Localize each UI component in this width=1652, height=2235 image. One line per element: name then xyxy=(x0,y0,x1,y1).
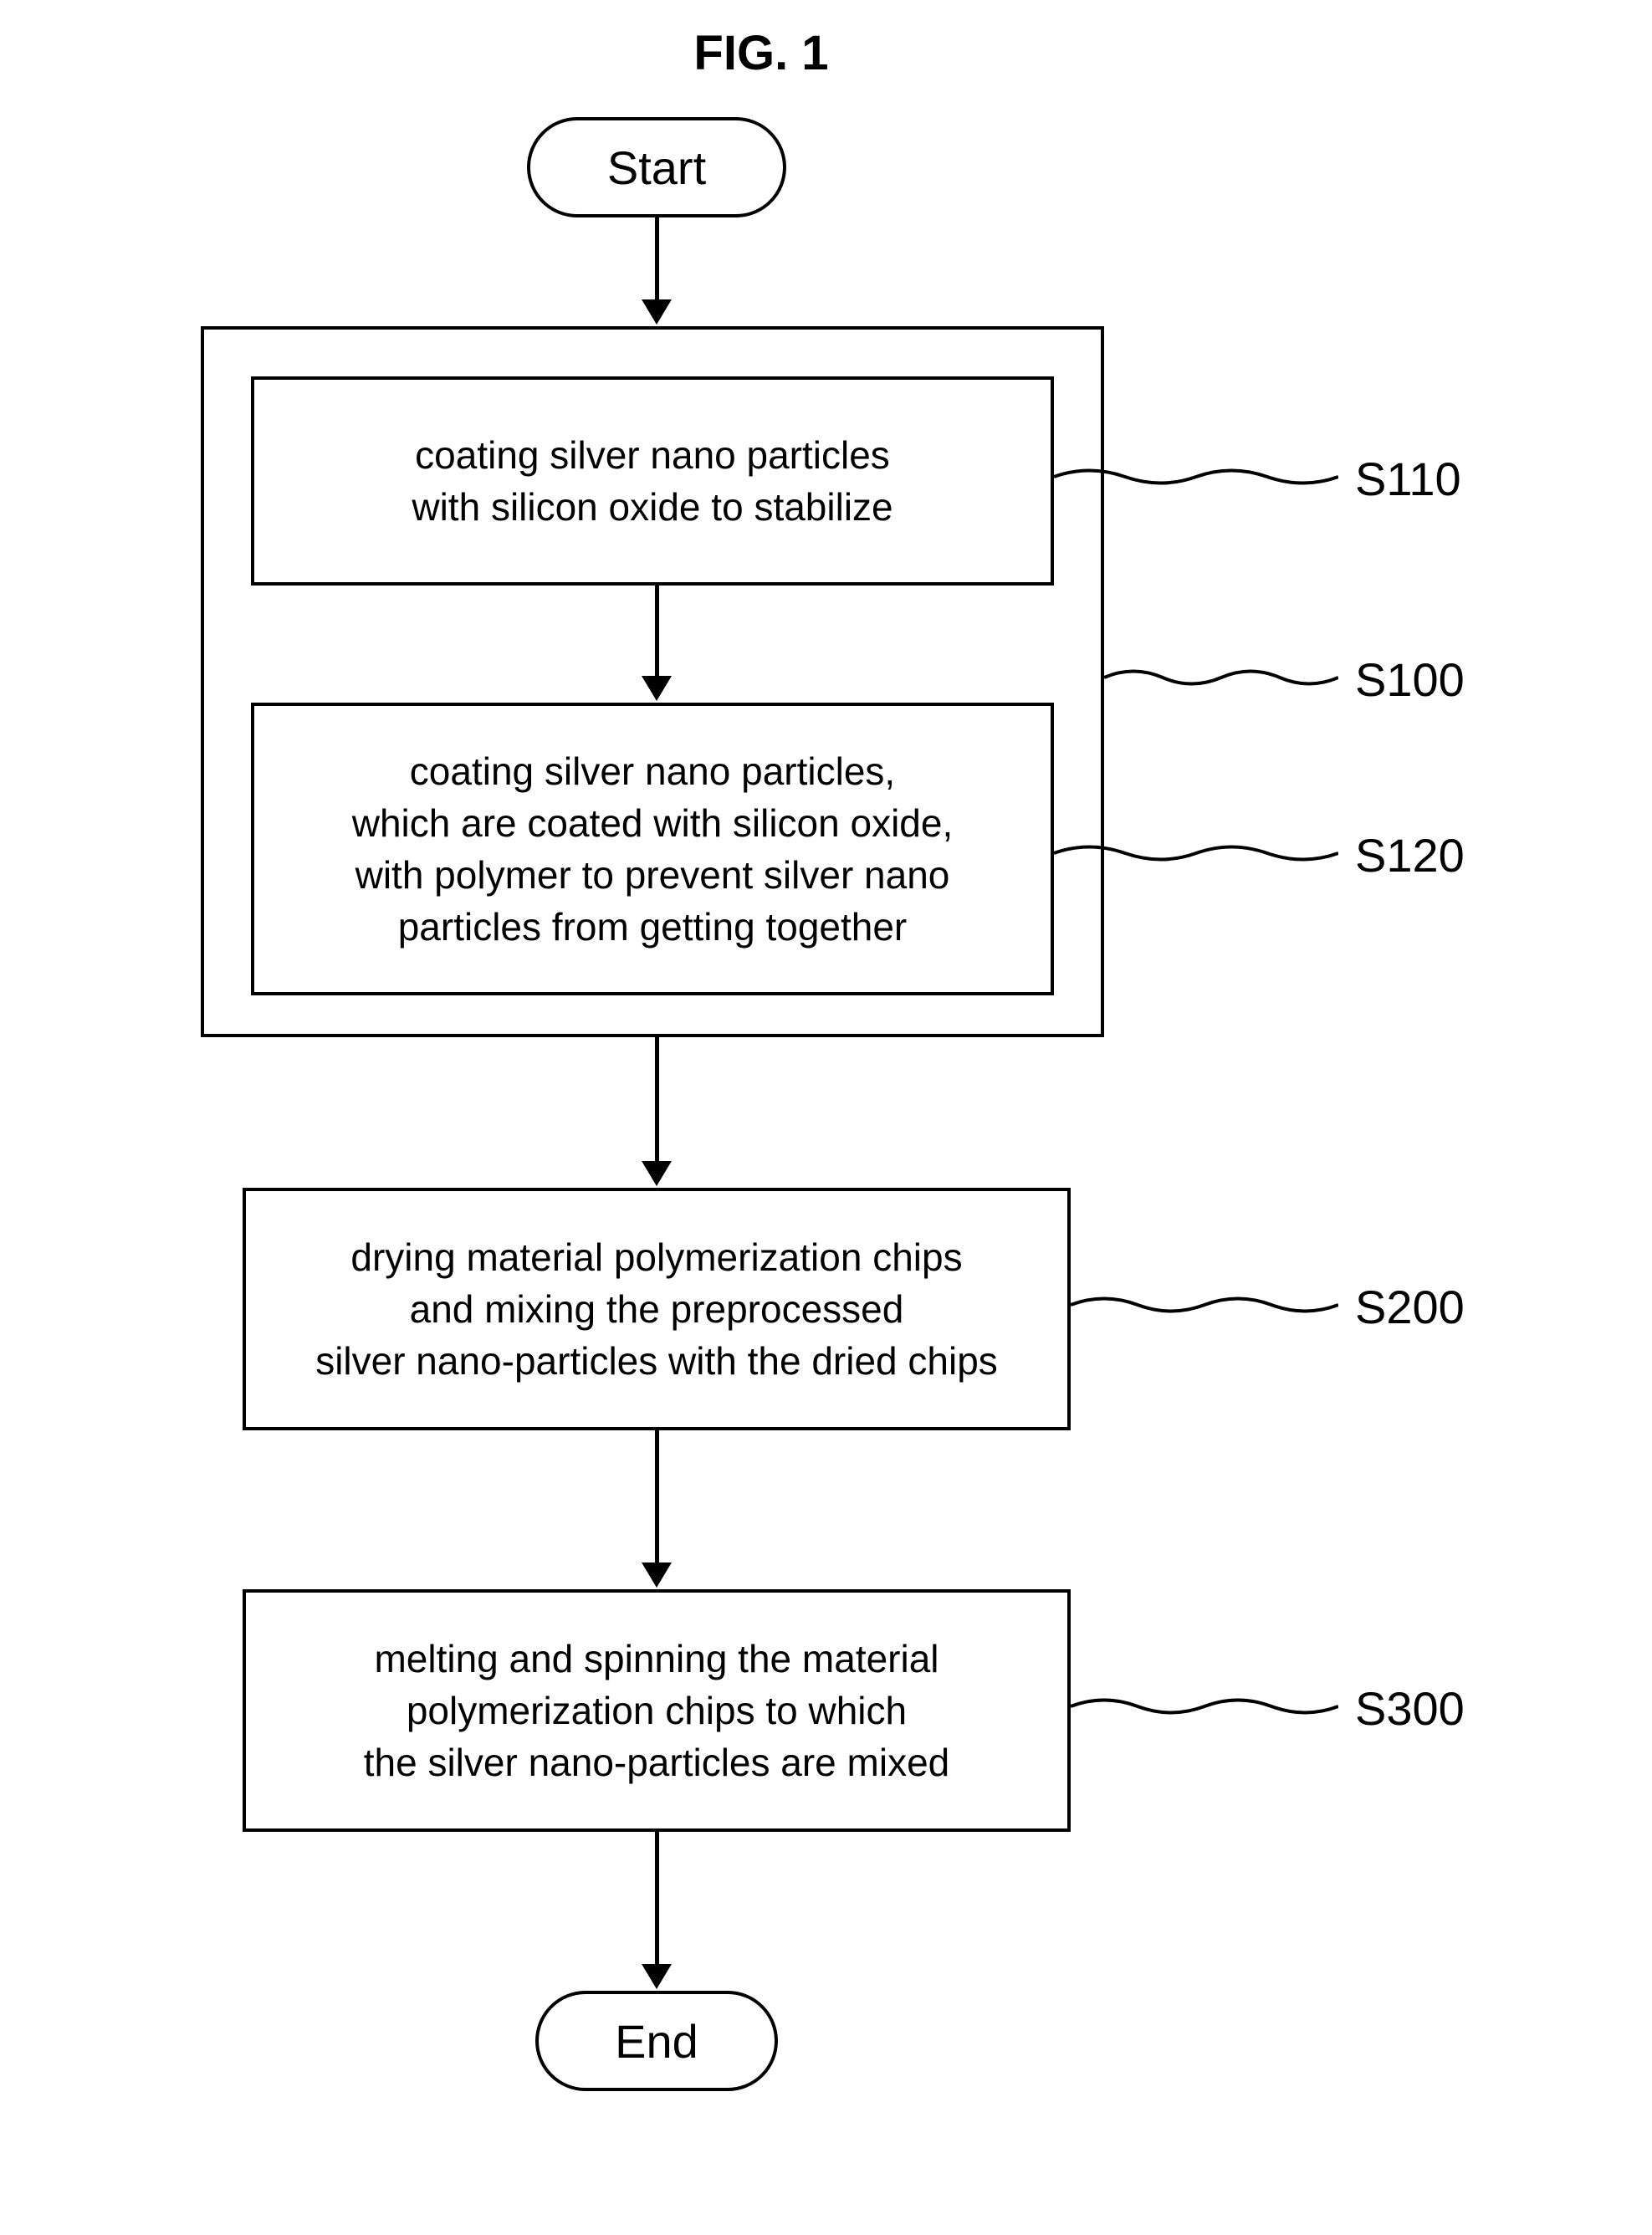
process-s200-text: drying material polymerization chips and… xyxy=(315,1231,998,1387)
process-s300: melting and spinning the material polyme… xyxy=(243,1589,1071,1832)
arrow-start-s100-line xyxy=(655,217,659,301)
leader-s200 xyxy=(1071,1292,1338,1317)
arrow-s110-s120-head xyxy=(642,676,672,701)
arrow-s200-s300-line xyxy=(655,1430,659,1564)
figure-title: FIG. 1 xyxy=(636,25,887,81)
process-s200: drying material polymerization chips and… xyxy=(243,1188,1071,1430)
arrow-s200-s300-head xyxy=(642,1562,672,1588)
process-s300-text: melting and spinning the material polyme… xyxy=(364,1633,950,1788)
label-s110: S110 xyxy=(1355,452,1461,506)
process-s120: coating silver nano particles, which are… xyxy=(251,703,1054,995)
leader-s120 xyxy=(1054,841,1338,866)
leader-s300 xyxy=(1071,1694,1338,1719)
start-terminal: Start xyxy=(527,117,786,217)
start-label: Start xyxy=(607,141,706,195)
leader-s100 xyxy=(1104,665,1338,690)
label-s300: S300 xyxy=(1355,1681,1465,1736)
label-s200: S200 xyxy=(1355,1280,1465,1334)
end-terminal: End xyxy=(535,1991,778,2091)
arrow-s300-end-head xyxy=(642,1964,672,1989)
label-s100: S100 xyxy=(1355,652,1465,707)
end-label: End xyxy=(615,2014,698,2069)
process-s120-text: coating silver nano particles, which are… xyxy=(352,745,953,953)
arrow-start-s100-head xyxy=(642,299,672,325)
arrow-s110-s120-line xyxy=(655,586,659,678)
page: FIG. 1 Start coating silver nano particl… xyxy=(0,0,1652,2235)
process-s110-text: coating silver nano particles with silic… xyxy=(412,429,892,533)
arrow-s120-s200-line xyxy=(655,1037,659,1163)
arrow-s120-s200-head xyxy=(642,1161,672,1186)
label-s120: S120 xyxy=(1355,828,1465,882)
process-s110: coating silver nano particles with silic… xyxy=(251,376,1054,586)
leader-s110 xyxy=(1054,464,1338,489)
arrow-s300-end-line xyxy=(655,1832,659,1966)
